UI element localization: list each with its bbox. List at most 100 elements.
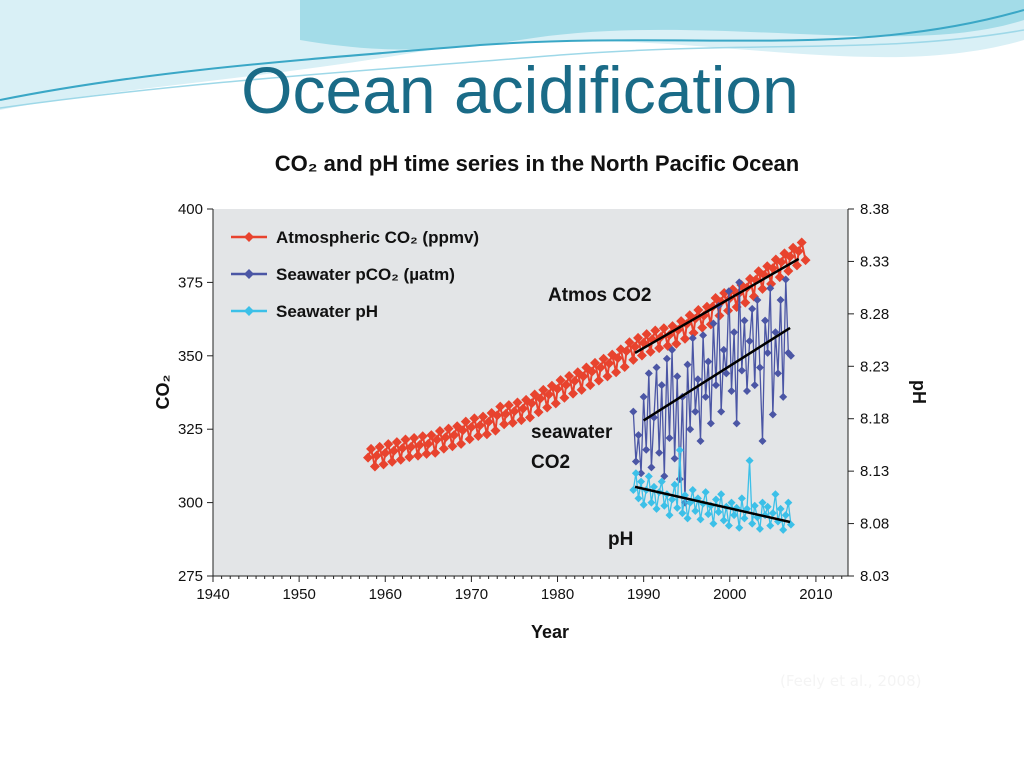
atmospheric-co2-point	[568, 388, 579, 399]
atmospheric-co2-point	[783, 265, 794, 276]
atmospheric-co2-point	[516, 415, 527, 426]
seawater-ph-point	[730, 511, 739, 520]
y2-tick-label: 8.38	[860, 201, 889, 218]
atmospheric-co2-point	[624, 337, 635, 348]
atmospheric-co2-point	[598, 353, 609, 364]
atmospheric-co2-point	[785, 251, 796, 262]
seawater-pco2-point	[727, 387, 736, 396]
atmospheric-co2-point	[406, 441, 417, 452]
seawater-pco2-point	[724, 287, 733, 296]
atmospheric-co2-point	[500, 408, 511, 419]
atmospheric-co2-point	[658, 323, 669, 334]
atmospheric-co2-point	[793, 246, 804, 257]
atmospheric-co2-point	[611, 367, 622, 378]
atmospheric-co2-point	[589, 357, 600, 368]
atmospheric-co2-point	[604, 358, 615, 369]
seawater-pco2-point	[784, 348, 793, 357]
atmospheric-co2-point	[538, 384, 549, 395]
seawater-pco2-point	[652, 363, 661, 372]
atmospheric-co2-point	[767, 263, 778, 274]
y-tick-label: 350	[178, 348, 203, 365]
y-tick-label: 325	[178, 421, 203, 438]
chart-panel: CO₂ and pH time series in the North Paci…	[127, 135, 950, 655]
seawater-ph-point	[668, 495, 677, 504]
atmospheric-co2-point	[456, 438, 467, 449]
seawater-ph-point	[781, 511, 790, 520]
atmospheric-co2-point	[387, 456, 398, 467]
atmospheric-co2-point	[366, 443, 377, 454]
seawater-ph-point	[779, 525, 788, 534]
y-tick-label: 375	[178, 274, 203, 291]
atmospheric-co2-point	[800, 255, 811, 266]
atmospheric-co2-point	[466, 422, 477, 433]
atmospheric-co2-point	[619, 361, 630, 372]
seawater-ph-point	[737, 494, 746, 503]
seawater-ph-point	[763, 502, 772, 511]
atmospheric-co2-point	[417, 431, 428, 442]
seawater-ph-point	[631, 469, 640, 478]
atmospheric-co2-point	[671, 338, 682, 349]
atmospheric-co2-point	[697, 322, 708, 333]
seawater-pco2-point	[637, 469, 646, 478]
annotation-atmos: Atmos CO2	[548, 285, 651, 306]
seawater-pco2-point	[719, 345, 728, 354]
atmospheric-co2-point	[645, 346, 656, 357]
atmospheric-co2-point	[460, 416, 471, 427]
atmospheric-co2-point	[650, 325, 661, 336]
atmospheric-co2-point	[569, 376, 580, 387]
atmospheric-co2-point	[383, 439, 394, 450]
atmospheric-co2-point	[543, 389, 554, 400]
chart-title: CO₂ and pH time series in the North Paci…	[275, 151, 799, 176]
y-tick-label: 300	[178, 495, 203, 512]
seawater-pco2-point	[668, 345, 677, 354]
atmospheric-co2-point	[654, 343, 665, 354]
legend-marker	[244, 306, 254, 316]
y-tick-label: 275	[178, 568, 203, 585]
atmospheric-co2-point	[449, 430, 460, 441]
atmospheric-co2-point	[503, 400, 514, 411]
legend-label: Seawater pCO₂ (µatm)	[276, 265, 455, 284]
atmospheric-co2-point	[698, 310, 709, 321]
y2-tick-label: 8.33	[860, 253, 889, 270]
x-tick-label: 1960	[369, 586, 402, 603]
atmospheric-co2-point	[636, 350, 647, 361]
seawater-pco2-point	[730, 328, 739, 337]
atmospheric-co2-point	[369, 461, 380, 472]
seawater-pco2-point	[639, 392, 648, 401]
seawater-pco2-point	[743, 387, 752, 396]
atmospheric-co2-point	[434, 425, 445, 436]
atmospheric-co2-point	[473, 430, 484, 441]
atmospheric-co2-point	[740, 297, 751, 308]
annotation-ph: pH	[608, 529, 633, 550]
seawater-pco2-point	[706, 419, 715, 428]
y2-tick-label: 8.23	[860, 358, 889, 375]
atmospheric-co2-point	[457, 425, 468, 436]
seawater-pco2-point	[696, 436, 705, 445]
x-axis-label: Year	[531, 622, 569, 642]
seawater-pco2-point	[776, 296, 785, 305]
y2-axis-label: pH	[909, 380, 929, 404]
seawater-pco2-point	[774, 369, 783, 378]
x-tick-label: 2010	[799, 586, 832, 603]
legend-label: Seawater pH	[276, 302, 378, 321]
seawater-pco2-point	[786, 351, 795, 360]
x-tick-label: 1950	[282, 586, 315, 603]
seawater-pco2-line	[632, 279, 792, 503]
atmospheric-co2-point	[676, 316, 687, 327]
seawater-pco2-point	[688, 334, 697, 343]
atmospheric-co2-point	[559, 392, 570, 403]
seawater-pco2-point	[660, 472, 669, 481]
seawater-pco2-point	[781, 275, 790, 284]
atmospheric-co2-point	[483, 416, 494, 427]
atmospheric-co2-point	[447, 441, 458, 452]
atmospheric-co2-point	[593, 375, 604, 386]
seawater-pco2-point	[642, 445, 651, 454]
seawater-ph-point	[755, 524, 764, 533]
y2-tick-label: 8.13	[860, 463, 889, 480]
seawater-ph-point	[657, 477, 666, 486]
atmospheric-co2-point	[693, 304, 704, 315]
seawater-ph-point	[670, 480, 679, 489]
seawater-ph-point	[639, 500, 648, 509]
atmospheric-co2-point	[443, 423, 454, 434]
legend-marker	[244, 269, 254, 279]
